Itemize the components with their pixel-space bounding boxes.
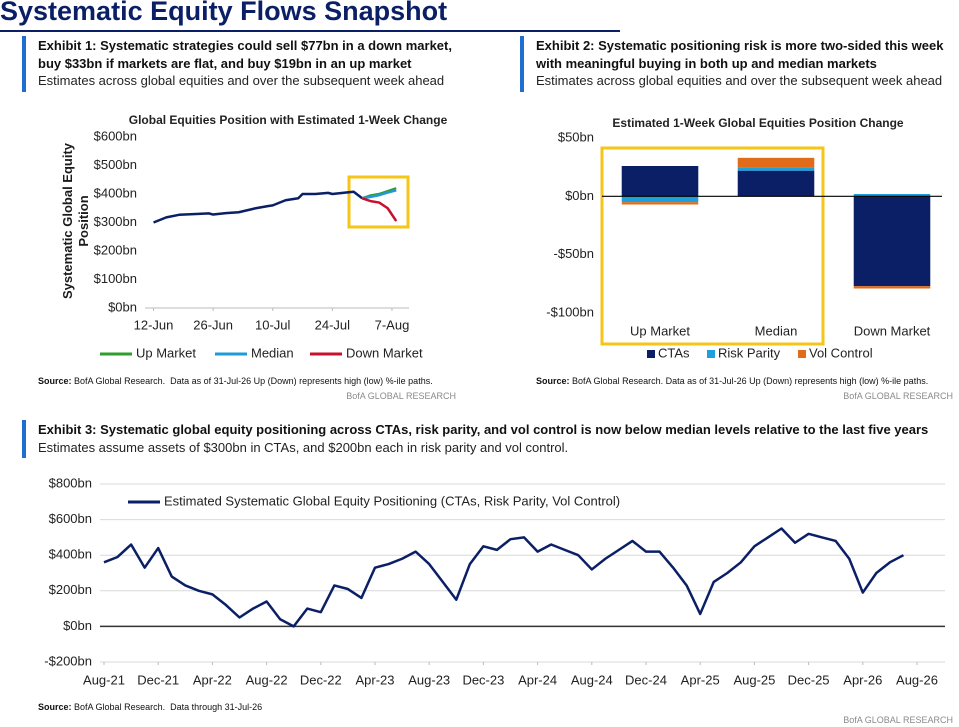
source-label: Source: [536, 376, 570, 386]
x-tick-label: Aug-25 [733, 672, 775, 687]
y-tick-label: -$50bn [554, 246, 594, 261]
bar-segment [737, 170, 815, 197]
highlight-box [600, 146, 825, 346]
x-tick-label: Aug-23 [408, 672, 450, 687]
y-tick-label: $400bn [49, 547, 92, 562]
series-line [361, 189, 397, 200]
legend-label: Up Market [136, 345, 196, 360]
y-tick-label: -$100bn [546, 304, 594, 319]
x-tick-label: 10-Jul [255, 317, 291, 332]
bar-segment [737, 167, 815, 171]
x-tick-label: Aug-26 [896, 672, 938, 687]
exhibit-title: Exhibit 1: Systematic strategies could s… [38, 38, 452, 71]
source-text: BofA Global Research. Data as of 31-Jul-… [572, 376, 929, 386]
legend-label: Down Market [346, 345, 423, 360]
legend-label: CTAs [658, 345, 690, 360]
y-tick-label: $100bn [94, 271, 137, 286]
exhibit-title: Exhibit 2: Systematic positioning risk i… [536, 38, 944, 71]
source: Source: BofA Global Research. Data as of… [536, 376, 928, 386]
chart-title: Estimated 1-Week Global Equities Positio… [612, 116, 903, 130]
x-tick-label: Apr-24 [518, 672, 557, 687]
highlight-box [347, 175, 410, 229]
legend-swatch [798, 350, 806, 358]
x-tick-label: Up Market [630, 323, 690, 338]
exhibit-subtitle: Estimates across global equities and ove… [38, 73, 445, 88]
legend-label: Vol Control [809, 345, 873, 360]
x-tick-label: 26-Jun [193, 317, 233, 332]
y-tick-label: -$200bn [44, 653, 92, 668]
series-line [153, 190, 363, 224]
x-tick-label: Aug-21 [83, 672, 125, 687]
series-line [103, 527, 905, 628]
chart-title: Global Equities Position with Estimated … [129, 113, 448, 127]
x-tick-label: Aug-24 [571, 672, 613, 687]
y-tick-label: $600bn [94, 128, 137, 143]
x-tick-label: Dec-25 [788, 672, 830, 687]
credit: BofA GLOBAL RESEARCH [346, 391, 456, 401]
y-tick-label: $300bn [94, 214, 137, 229]
x-tick-label: Dec-21 [137, 672, 179, 687]
source-text: BofA Global Research. Data as of 31-Jul-… [74, 376, 433, 386]
source: Source: BofA Global Research. Data throu… [38, 702, 262, 712]
bar-segment [621, 202, 699, 205]
source: Source: BofA Global Research. Data as of… [38, 376, 433, 386]
x-tick-label: Apr-26 [843, 672, 882, 687]
credit: BofA GLOBAL RESEARCH [843, 715, 953, 725]
y-tick-label: $800bn [49, 475, 92, 490]
legend-swatch [707, 350, 715, 358]
exhibit-marker [22, 420, 26, 458]
exhibit-subtitle: Estimates assume assets of $300bn in CTA… [38, 440, 569, 455]
y-tick-label: $0bn [108, 299, 137, 314]
x-tick-label: 12-Jun [134, 317, 174, 332]
exhibit-subtitle: Estimates across global equities and ove… [536, 73, 943, 88]
y-tick-label: $500bn [94, 157, 137, 172]
y-tick-label: $0bn [565, 188, 594, 203]
legend-swatch [647, 350, 655, 358]
y-tick-label: $200bn [94, 242, 137, 257]
title-rule [0, 30, 620, 32]
legend-label: Risk Parity [718, 345, 781, 360]
y-tick-label: $200bn [49, 582, 92, 597]
x-tick-label: Dec-23 [462, 672, 504, 687]
legend-label: Median [251, 345, 294, 360]
y-tick-label: $400bn [94, 185, 137, 200]
page-title: Systematic Equity Flows Snapshot [0, 0, 448, 26]
bar-segment [853, 194, 931, 197]
legend-label: Estimated Systematic Global Equity Posit… [164, 493, 620, 508]
exhibit-marker [520, 36, 524, 92]
x-tick-label: Dec-24 [625, 672, 667, 687]
source-label: Source: [38, 702, 72, 712]
y-tick-label: $0bn [63, 618, 92, 633]
source-text: BofA Global Research. Data through 31-Ju… [74, 702, 263, 712]
x-tick-label: 7-Aug [375, 317, 410, 332]
bar-segment [621, 166, 699, 197]
x-tick-label: Aug-22 [246, 672, 288, 687]
exhibit-title: Exhibit 3: Systematic global equity posi… [38, 422, 929, 437]
source-label: Source: [38, 376, 72, 386]
x-tick-label: Median [755, 323, 798, 338]
exhibit-marker [22, 36, 26, 92]
x-tick-label: 24-Jul [315, 317, 351, 332]
x-tick-label: Apr-23 [355, 672, 394, 687]
bar-segment [853, 196, 931, 287]
x-tick-label: Dec-22 [300, 672, 342, 687]
bar-segment [621, 196, 699, 203]
y-tick-label: $50bn [558, 129, 594, 144]
x-tick-label: Down Market [854, 323, 931, 338]
credit: BofA GLOBAL RESEARCH [843, 391, 953, 401]
x-tick-label: Apr-25 [681, 672, 720, 687]
y-tick-label: $600bn [49, 511, 92, 526]
bar-segment [737, 157, 815, 168]
x-tick-label: Apr-22 [193, 672, 232, 687]
bar-segment [853, 286, 931, 289]
series-line [361, 197, 398, 222]
